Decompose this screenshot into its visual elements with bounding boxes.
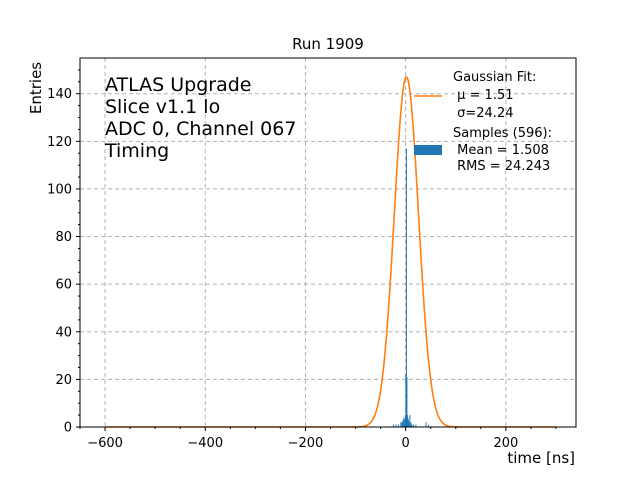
x-axis-label: time [ns] (507, 449, 575, 467)
histogram-bar (406, 377, 408, 427)
plot-frame (79, 57, 577, 428)
histogram-series (392, 148, 429, 427)
histogram-bar (409, 415, 411, 427)
annotation-block: ATLAS Upgrade Slice v1.1 lo ADC 0, Chann… (104, 74, 296, 162)
histogram-bar (403, 417, 405, 427)
annotation-line: ATLAS Upgrade (105, 74, 251, 96)
histogram-bar (395, 424, 397, 427)
y-tick-label: 0 (64, 421, 72, 436)
x-tick-label: −400 (187, 436, 223, 451)
y-tick-label: 140 (47, 87, 72, 102)
histogram-bar (406, 415, 408, 427)
histogram-bar (397, 424, 399, 427)
histogram-bar (405, 148, 407, 427)
y-tick-label: 60 (55, 278, 72, 293)
histogram-bar (410, 422, 412, 427)
histogram-bar (400, 422, 402, 427)
histogram-bar (415, 424, 417, 427)
y-axis-label: Entries (27, 62, 45, 114)
axis-ticks: −600 −400 −200 0 200 0 20 40 60 80 100 120 140 (47, 69, 557, 451)
annotation-line: ADC 0, Channel 067 (105, 118, 296, 140)
legend-samples-mean: Mean = 1.508 (453, 143, 549, 158)
legend-samples-rms: RMS = 24.243 (453, 159, 550, 174)
y-tick-label: 120 (47, 135, 72, 150)
x-tick-label: −600 (87, 436, 123, 451)
x-tick-label: 200 (493, 436, 518, 451)
histogram-bar (425, 422, 427, 427)
annotation-line: Timing (104, 140, 169, 162)
histogram-bar (401, 422, 403, 427)
histogram-bar (392, 424, 394, 427)
histogram-bar (411, 424, 413, 427)
x-tick-label: −200 (288, 436, 324, 451)
histogram-bar (407, 419, 409, 427)
x-tick-label: 0 (402, 436, 410, 451)
legend: Gaussian Fit: μ = 1.51 σ=24.24 Samples (… (414, 70, 552, 174)
histogram-bar (408, 422, 410, 427)
histogram-bar (404, 415, 406, 427)
y-tick-label: 100 (47, 182, 72, 197)
histogram-bar (404, 419, 406, 427)
y-tick-label: 20 (55, 373, 72, 388)
histogram-bar (405, 374, 407, 427)
histogram-bar (427, 424, 429, 427)
legend-fit-mu: μ = 1.51 (453, 88, 514, 103)
chart-title: Run 1909 (292, 35, 364, 53)
y-tick-label: 80 (55, 230, 72, 245)
histogram-bar (402, 419, 404, 427)
histogram-bar (407, 417, 409, 427)
legend-samples-label: Samples (596): (453, 126, 552, 141)
histogram-bar (412, 424, 414, 427)
histogram-bar (403, 424, 405, 427)
y-tick-label: 40 (55, 325, 72, 340)
legend-fit-sigma: σ=24.24 (453, 106, 513, 121)
legend-histogram-swatch (414, 145, 442, 155)
legend-fit-label: Gaussian Fit: (453, 70, 536, 85)
annotation-line: Slice v1.1 lo (105, 96, 220, 118)
